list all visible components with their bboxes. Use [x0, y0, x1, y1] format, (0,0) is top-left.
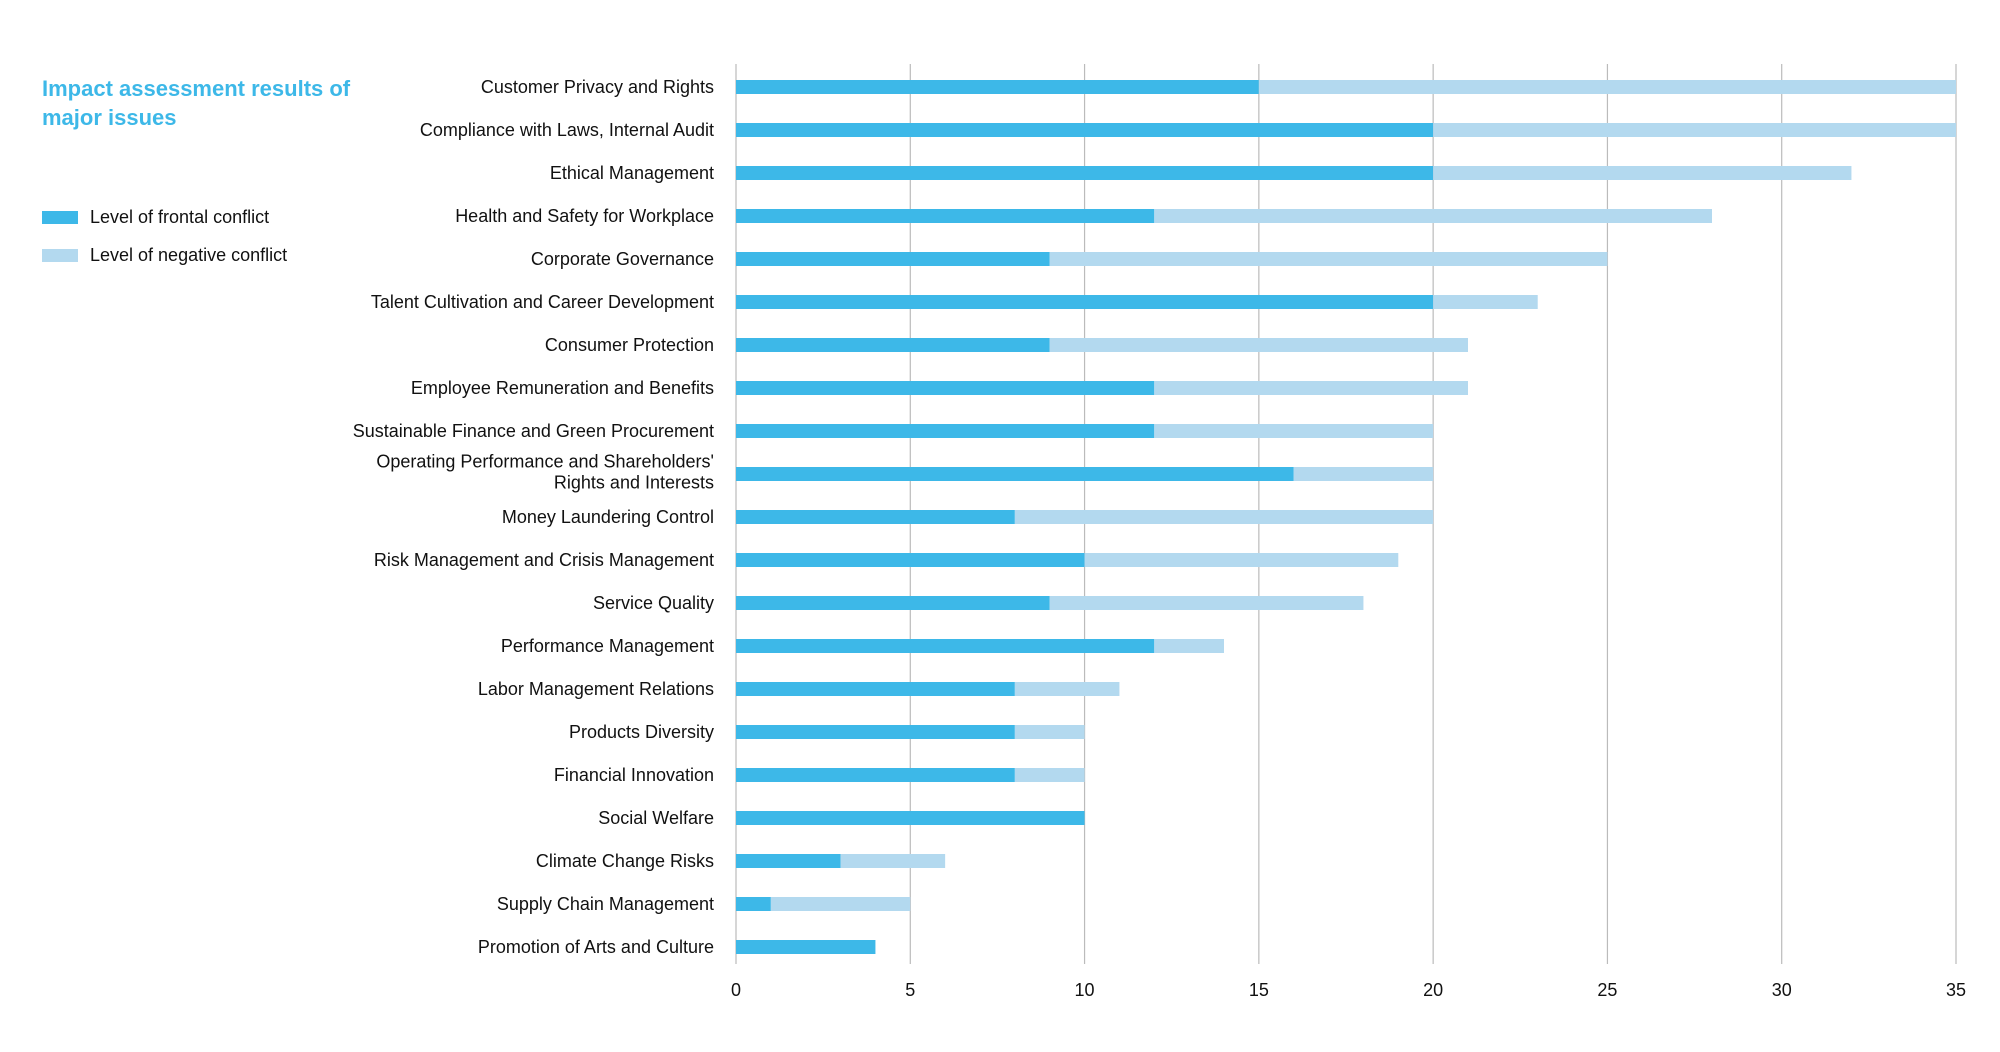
bar-frontal [736, 725, 1015, 739]
bar-frontal [736, 940, 876, 954]
category-label: Climate Change Risks [536, 851, 714, 871]
bar-negative [1433, 295, 1538, 309]
bar-negative [1293, 467, 1434, 481]
category-label: Products Diversity [569, 722, 714, 742]
bar-frontal [736, 854, 841, 868]
x-tick-label: 25 [1597, 980, 1617, 1000]
legend-item-negative: Level of negative conflict [42, 236, 287, 274]
legend-label-frontal: Level of frontal conflict [90, 206, 270, 227]
bar-frontal [736, 424, 1155, 438]
bar-negative [1014, 682, 1120, 696]
bar-negative [1433, 166, 1852, 180]
x-tick-label: 35 [1946, 980, 1966, 1000]
bar-negative [1014, 510, 1434, 524]
bar-negative [1154, 209, 1712, 223]
bar-negative [1433, 123, 1956, 137]
bar-frontal [736, 80, 1259, 94]
bar-negative [1258, 80, 1956, 94]
bar-negative [1049, 596, 1364, 610]
x-tick-label: 15 [1249, 980, 1269, 1000]
bar-negative [770, 897, 911, 911]
bar-negative [840, 854, 946, 868]
category-label: Promotion of Arts and Culture [478, 937, 714, 957]
category-label: Health and Safety for Workplace [455, 206, 714, 226]
category-label: Ethical Management [550, 163, 714, 183]
bar-frontal [736, 596, 1050, 610]
category-label: Performance Management [501, 636, 714, 656]
bar-negative [1084, 553, 1399, 567]
bar-frontal [736, 166, 1434, 180]
bar-negative [1049, 252, 1608, 266]
legend-label-negative: Level of negative conflict [90, 244, 288, 265]
category-label: Labor Management Relations [478, 679, 714, 699]
x-tick-label: 5 [905, 980, 915, 1000]
bar-negative [1154, 381, 1468, 395]
category-label: Financial Innovation [554, 765, 714, 785]
category-label: Operating Performance and Shareholders' R… [376, 452, 714, 493]
bar-negative [1154, 639, 1224, 653]
category-label: Talent Cultivation and Career Developmen… [371, 292, 714, 312]
x-tick-label: 0 [731, 980, 741, 1000]
category-label: Sustainable Finance and Green Procuremen… [353, 421, 714, 441]
bar-frontal [736, 123, 1434, 137]
category-label: Service Quality [593, 593, 714, 613]
bar-frontal [736, 252, 1050, 266]
bar-frontal [736, 510, 1015, 524]
bar-frontal [736, 897, 771, 911]
bar-frontal [736, 381, 1155, 395]
x-tick-label: 20 [1423, 980, 1443, 1000]
bar-frontal [736, 295, 1434, 309]
bar-frontal [736, 682, 1015, 696]
bar-frontal [736, 768, 1015, 782]
bar-negative [1049, 338, 1468, 352]
category-label: Social Welfare [598, 808, 714, 828]
category-label: Money Laundering Control [502, 507, 714, 527]
category-label: Employee Remuneration and Benefits [411, 378, 714, 398]
x-tick-label: 10 [1075, 980, 1095, 1000]
legend-swatch-frontal [42, 210, 78, 224]
bar-frontal [736, 338, 1050, 352]
bar-negative [1014, 725, 1085, 739]
category-label: Customer Privacy and Rights [481, 77, 714, 97]
category-label: Risk Management and Crisis Management [374, 550, 714, 570]
bar-frontal [736, 811, 1085, 825]
chart-title: Impact assessment results of major issue… [42, 76, 351, 130]
legend: Level of frontal conflict Level of negat… [42, 198, 287, 274]
legend-item-frontal: Level of frontal conflict [42, 198, 287, 236]
x-tick-label: 30 [1772, 980, 1792, 1000]
bar-frontal [736, 639, 1155, 653]
category-label: Consumer Protection [545, 335, 714, 355]
bar-frontal [736, 553, 1085, 567]
bar-frontal [736, 467, 1294, 481]
category-label: Corporate Governance [531, 249, 714, 269]
category-label: Compliance with Laws, Internal Audit [420, 120, 714, 140]
bar-frontal [736, 209, 1155, 223]
bar-negative [1014, 768, 1085, 782]
category-label: Supply Chain Management [497, 894, 714, 914]
legend-swatch-negative [42, 248, 78, 262]
bar-negative [1154, 424, 1434, 438]
